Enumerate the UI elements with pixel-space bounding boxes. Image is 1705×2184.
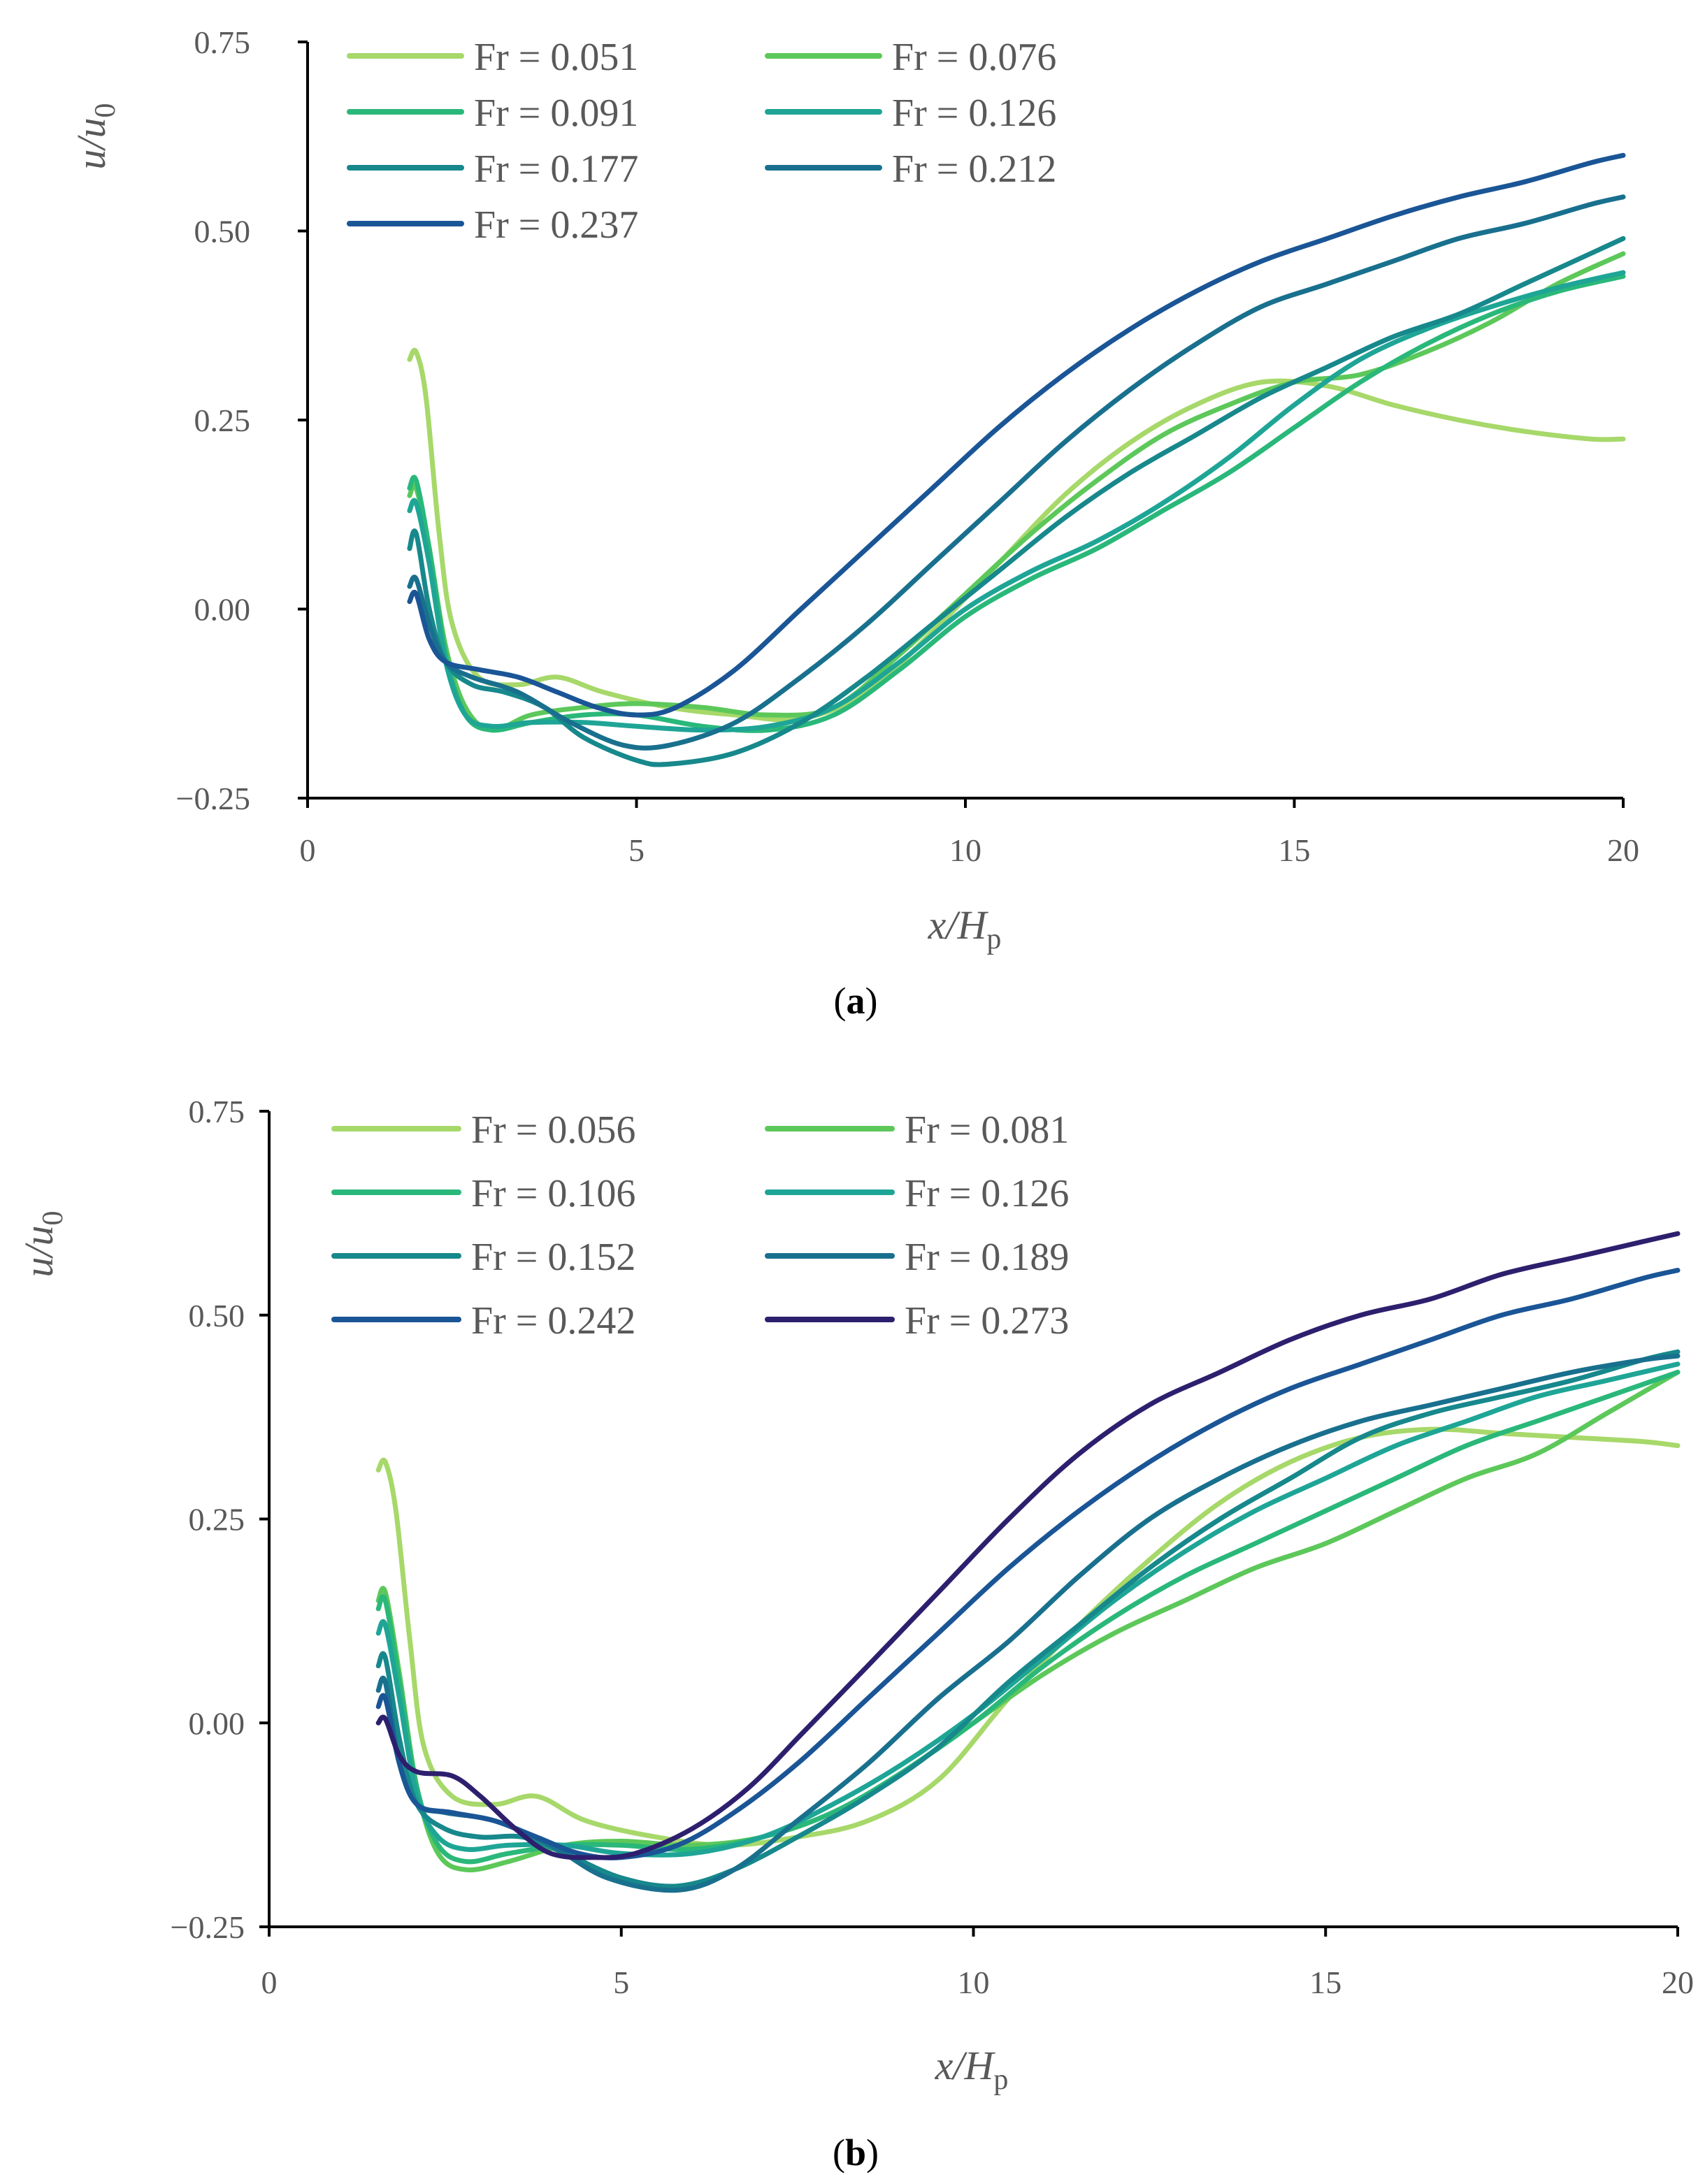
- chart-b-ytick-label: 0.50: [189, 1298, 245, 1333]
- chart-b-series-line-0: [375, 1426, 1681, 1848]
- chart-b-legend-label-2: Fr = 0.106: [471, 1172, 635, 1215]
- chart-a-ylabel: u/u0: [69, 103, 122, 169]
- chart-a-series-line-4: [407, 236, 1626, 767]
- chart-b-ylabel-main: u/u: [16, 1225, 62, 1277]
- chart-a-series-line-5: [407, 194, 1626, 751]
- chart-a-series-line-6: [407, 152, 1626, 718]
- chart-a-series-line-0: [407, 347, 1626, 723]
- chart-a-xtick-label: 20: [1607, 832, 1639, 868]
- chart-a-xtick-label: 10: [949, 832, 981, 868]
- chart-a-legend-label-5: Fr = 0.212: [892, 147, 1056, 191]
- chart-a-legend-label-6: Fr = 0.237: [474, 203, 638, 247]
- chart-b-xlabel: x/Hp: [935, 2043, 1009, 2096]
- chart-b-xlabel-main: x/H: [935, 2043, 996, 2088]
- chart-b-series-line-2: [375, 1369, 1681, 1865]
- chart-a-legend-label-4: Fr = 0.177: [474, 147, 638, 191]
- chart-a-ytick-label: 0.00: [194, 592, 251, 628]
- chart-b-legend-label-1: Fr = 0.081: [905, 1108, 1069, 1152]
- chart-a-xlabel: x/Hp: [928, 902, 1002, 955]
- chart-b-series-line-5: [375, 1353, 1681, 1893]
- chart-b-legend-label-5: Fr = 0.189: [905, 1236, 1069, 1279]
- chart-a-xtick-label: 5: [628, 832, 645, 868]
- chart-b-legend-label-0: Fr = 0.056: [471, 1108, 635, 1152]
- chart-a-legend-label-2: Fr = 0.091: [474, 92, 638, 135]
- chart-b-series-line-4: [375, 1349, 1681, 1889]
- chart-b-series-line-6: [375, 1268, 1681, 1860]
- chart-b-legend: Fr = 0.056 Fr = 0.081 Fr = 0.106 Fr = 0.126…: [331, 1108, 1069, 1343]
- chart-b-ytick-label: 0.00: [189, 1705, 245, 1741]
- chart-b-legend-label-4: Fr = 0.152: [471, 1236, 635, 1279]
- chart-b-ytick-label: 0.75: [189, 1094, 245, 1129]
- chart-b-legend-label-3: Fr = 0.126: [905, 1172, 1069, 1215]
- chart-a-ytick-label: −0.25: [176, 781, 250, 816]
- chart-a-xtick-label: 15: [1279, 832, 1311, 868]
- chart-a: 0.75 0.50 0.25 0.00 −0.25 0 5 10 15 20 Fr = 0.051…: [69, 24, 1639, 1022]
- chart-a-series-line-3: [407, 270, 1626, 733]
- chart-a-panel-label: (a): [834, 980, 878, 1022]
- chart-b-xlabel-sub: p: [993, 2064, 1008, 2096]
- chart-a-ylabel-main: u/u: [69, 117, 114, 169]
- chart-a-xlabel-sub: p: [986, 923, 1001, 955]
- chart-b-xtick-label: 20: [1662, 1965, 1694, 2000]
- chart-a-legend-label-1: Fr = 0.076: [892, 36, 1056, 79]
- chart-a-ytick-label: 0.25: [194, 403, 251, 438]
- chart-b-ylabel-sub: 0: [37, 1210, 69, 1225]
- chart-a-ticks: 0.75 0.50 0.25 0.00 −0.25 0 5 10 15 20: [176, 24, 1639, 868]
- chart-b-series-group: [375, 1231, 1681, 1893]
- chart-b-ytick-label: 0.25: [189, 1502, 245, 1538]
- chart-b-xtick-label: 15: [1309, 1965, 1341, 2000]
- chart-a-legend: Fr = 0.051 Fr = 0.076 Fr = 0.091 Fr = 0.126…: [347, 36, 1056, 247]
- chart-b: 0.75 0.50 0.25 0.00 −0.25 0 5 10 15 20 Fr = 0.056…: [16, 1094, 1694, 2174]
- chart-b-legend-label-7: Fr = 0.273: [905, 1299, 1069, 1343]
- chart-a-ytick-label: 0.75: [194, 24, 251, 60]
- chart-a-legend-label-0: Fr = 0.051: [474, 36, 638, 79]
- chart-a-xlabel-main: x/H: [928, 902, 989, 948]
- chart-b-ylabel: u/u0: [16, 1210, 69, 1277]
- chart-a-panel-letter: a: [847, 980, 865, 1022]
- chart-b-series-line-3: [375, 1361, 1681, 1858]
- chart-b-xtick-label: 0: [261, 1965, 278, 2000]
- chart-b-panel-letter: b: [845, 2132, 866, 2174]
- chart-b-xtick-label: 5: [613, 1965, 629, 2000]
- chart-a-xtick-label: 0: [300, 832, 316, 868]
- chart-a-series-group: [407, 152, 1626, 767]
- chart-a-ylabel-sub: 0: [89, 103, 122, 117]
- chart-a-ytick-label: 0.50: [194, 214, 251, 250]
- chart-b-legend-label-6: Fr = 0.242: [471, 1299, 635, 1343]
- chart-b-ticks: 0.75 0.50 0.25 0.00 −0.25 0 5 10 15 20: [171, 1094, 1694, 2000]
- chart-b-xtick-label: 10: [958, 1965, 990, 2000]
- chart-b-series-line-7: [375, 1231, 1681, 1860]
- chart-a-legend-label-3: Fr = 0.126: [892, 92, 1056, 135]
- chart-b-panel-label: (b): [833, 2132, 879, 2174]
- chart-b-ytick-label: −0.25: [171, 1909, 245, 1945]
